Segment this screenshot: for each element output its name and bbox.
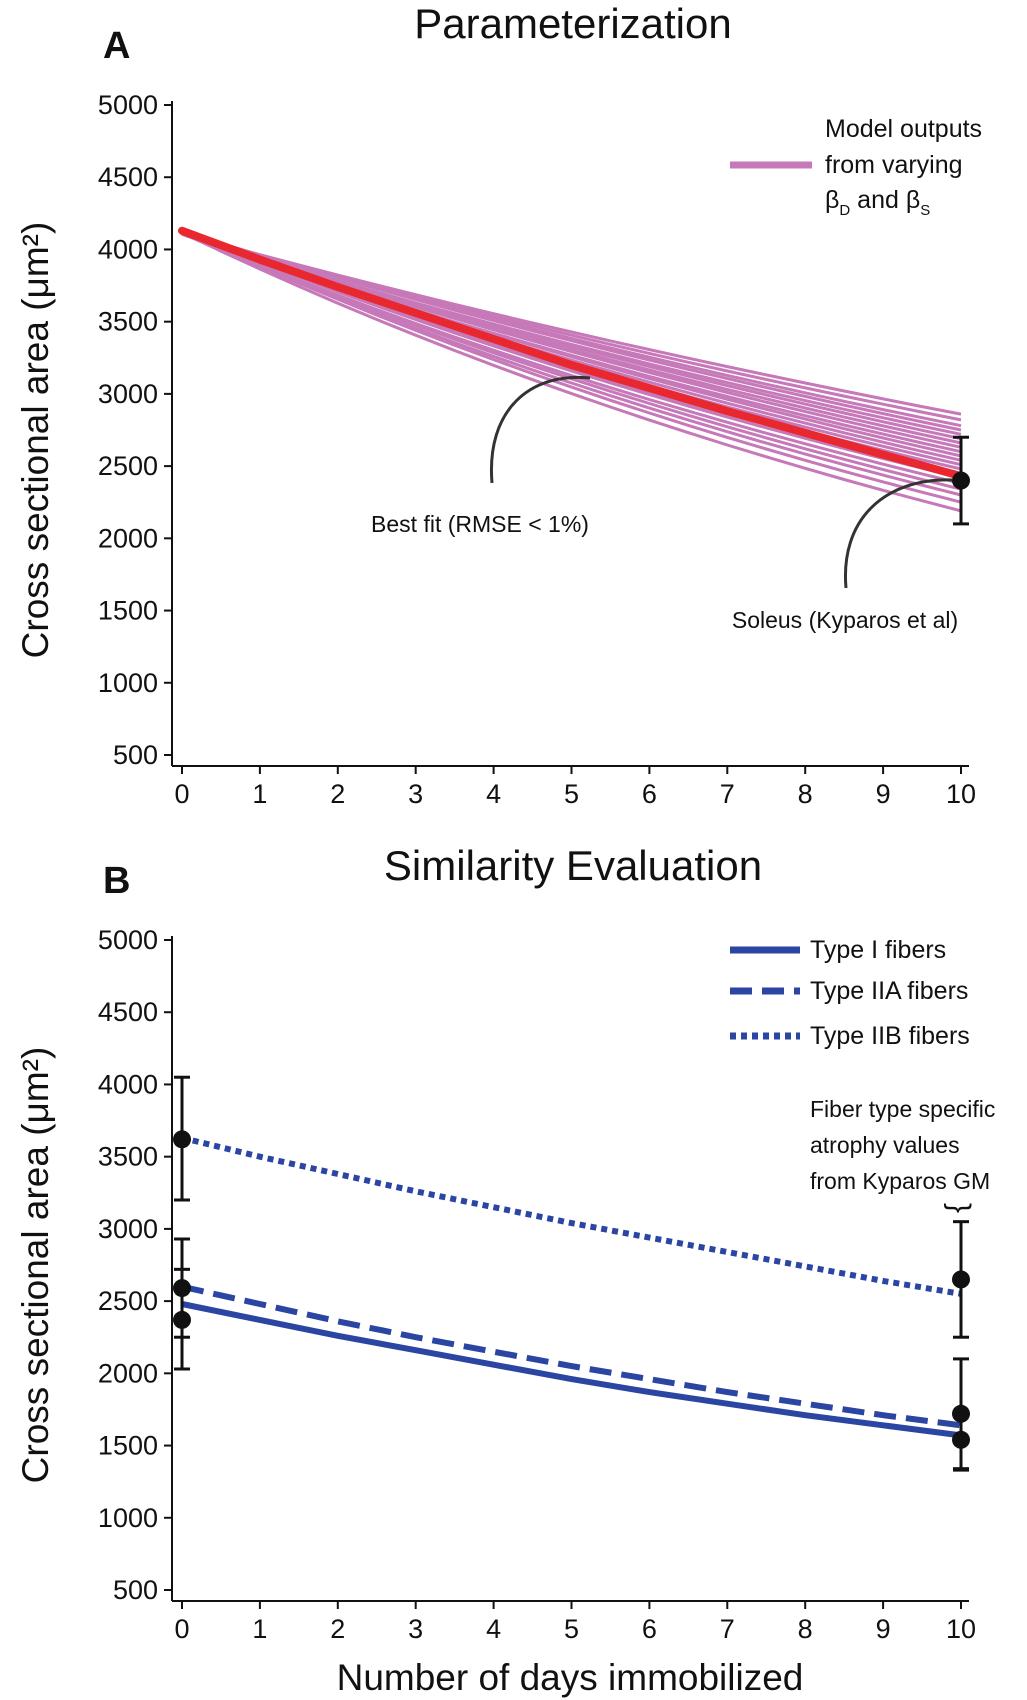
model-output-line xyxy=(181,229,962,432)
legend-type-iib: Type IIB fibers xyxy=(810,1022,970,1050)
legend-a-line-1: Model outputs xyxy=(825,115,982,143)
type-i-line xyxy=(181,1301,962,1439)
panel-a-best-fit xyxy=(178,226,965,481)
panel-a-axes: 5000450040003500300025002000150010005000… xyxy=(98,90,976,809)
panel-b-x-tick-label: 0 xyxy=(174,1614,189,1644)
panel-a-y-tick-label: 1000 xyxy=(98,668,158,698)
panel-a-y-tick-label: 1500 xyxy=(98,596,158,626)
panel-b-x-tick-label: 6 xyxy=(642,1614,657,1644)
panel-a-x-tick-label: 10 xyxy=(946,779,976,809)
panel-b-y-tick-label: 3500 xyxy=(98,1142,158,1172)
panel-a-y-axis-label: Cross sectional area (μm²) xyxy=(15,222,56,659)
panel-a-y-tick-label: 5000 xyxy=(98,90,158,120)
panel-b-x-tick-label: 4 xyxy=(486,1614,501,1644)
panel-a-observed xyxy=(952,435,970,526)
soleus-annotation-arc xyxy=(843,478,953,589)
panel-a-x-tick-label: 4 xyxy=(486,779,501,809)
observed-5-point xyxy=(952,1430,970,1449)
kyparos-annotation-line-2: atrophy values xyxy=(810,1132,960,1158)
panel-a-x-tick-label: 7 xyxy=(720,779,735,809)
model-output-line xyxy=(181,230,962,441)
panel-b-observed xyxy=(173,1075,970,1472)
panel-b-x-tick-label: 3 xyxy=(408,1614,423,1644)
panel-b-x-tick-label: 5 xyxy=(564,1614,579,1644)
panel-a-x-tick-label: 6 xyxy=(642,779,657,809)
panel-a-letter: A xyxy=(103,25,130,67)
panel-b-x-tick-label: 1 xyxy=(252,1614,267,1644)
panel-b-letter: B xyxy=(103,860,130,902)
legend-type-i: Type I fibers xyxy=(810,936,946,964)
observed-3-point xyxy=(952,1270,970,1289)
panel-a-title: Parameterization xyxy=(414,0,731,47)
observed-2-point xyxy=(173,1310,191,1329)
legend-type-iia: Type IIA fibers xyxy=(810,977,968,1005)
best-fit-annotation-arc xyxy=(489,375,591,484)
kyparos-brace: } xyxy=(943,1203,976,1213)
panel-a-x-tick-label: 3 xyxy=(408,779,423,809)
panel-a-x-tick-label: 8 xyxy=(798,779,813,809)
legend-and-beta: and β xyxy=(850,186,920,214)
panel-b-y-tick-label: 2500 xyxy=(98,1286,158,1316)
panel-b-y-tick-label: 2000 xyxy=(98,1358,158,1388)
panel-b-x-tick-label: 7 xyxy=(720,1614,735,1644)
observed-0-point xyxy=(173,1130,191,1149)
panel-b-y-tick-label: 5000 xyxy=(98,925,158,955)
panel-a-legend: Model outputs from varying βD and βS xyxy=(730,115,982,219)
panel-a-y-tick-label: 4500 xyxy=(98,162,158,192)
model-output-line xyxy=(181,231,962,513)
panel-a-y-tick-label: 2500 xyxy=(98,451,158,481)
panel-a-x-tick-label: 9 xyxy=(876,779,891,809)
panel-b-x-tick-label: 9 xyxy=(876,1614,891,1644)
best-fit-line xyxy=(178,226,965,481)
legend-a-line-2: from varying xyxy=(825,151,963,179)
best-fit-annotation: Best fit (RMSE < 1%) xyxy=(371,511,589,537)
panel-a-y-tick-label: 3500 xyxy=(98,307,158,337)
soleus-point xyxy=(952,471,970,490)
legend-sub-d: D xyxy=(839,202,850,219)
type-iib-line xyxy=(181,1134,962,1297)
kyparos-annotation-line-1: Fiber type specific xyxy=(810,1096,995,1122)
panel-a-y-tick-label: 2000 xyxy=(98,523,158,553)
legend-sub-s: S xyxy=(920,202,930,219)
panel-b-x-tick-label: 2 xyxy=(330,1614,345,1644)
panel-b-y-tick-label: 4000 xyxy=(98,1069,158,1099)
model-output-line xyxy=(181,230,962,480)
panel-b: B Similarity Evaluation Cross sectional … xyxy=(15,842,995,1698)
legend-beta: β xyxy=(825,186,839,214)
kyparos-annotation-line-3: from Kyparos GM xyxy=(810,1168,990,1194)
panel-a-x-tick-label: 1 xyxy=(252,779,267,809)
panel-b-y-axis-label: Cross sectional area (μm²) xyxy=(15,1047,56,1484)
panel-a-y-tick-label: 4000 xyxy=(98,234,158,264)
soleus-annotation: Soleus (Kyparos et al) xyxy=(732,607,958,633)
panel-b-y-tick-label: 500 xyxy=(113,1575,158,1605)
panel-b-legend: Type I fibers Type IIA fibers Type IIB f… xyxy=(730,936,970,1050)
panel-a: A Parameterization Cross sectional area … xyxy=(15,0,982,809)
panel-b-title: Similarity Evaluation xyxy=(384,842,762,889)
type-iia-line xyxy=(181,1283,962,1429)
panel-b-y-tick-label: 3000 xyxy=(98,1214,158,1244)
panel-b-y-tick-label: 4500 xyxy=(98,997,158,1027)
panel-a-y-tick-label: 500 xyxy=(113,740,158,770)
panel-a-x-tick-label: 0 xyxy=(174,779,189,809)
panel-b-axes: 5000450040003500300025002000150010005000… xyxy=(98,925,976,1644)
model-output-line xyxy=(181,229,962,504)
panel-a-x-tick-label: 5 xyxy=(564,779,579,809)
panel-b-series xyxy=(181,1134,962,1439)
panel-a-y-tick-label: 3000 xyxy=(98,379,158,409)
panel-b-y-tick-label: 1000 xyxy=(98,1503,158,1533)
panel-b-y-tick-label: 1500 xyxy=(98,1431,158,1461)
panel-a-x-tick-label: 2 xyxy=(330,779,345,809)
legend-a-line-3: βD and βS xyxy=(825,186,930,219)
panel-b-x-tick-label: 8 xyxy=(798,1614,813,1644)
panel-b-x-axis-label: Number of days immobilized xyxy=(337,1657,804,1698)
panel-b-x-tick-label: 10 xyxy=(946,1614,976,1644)
